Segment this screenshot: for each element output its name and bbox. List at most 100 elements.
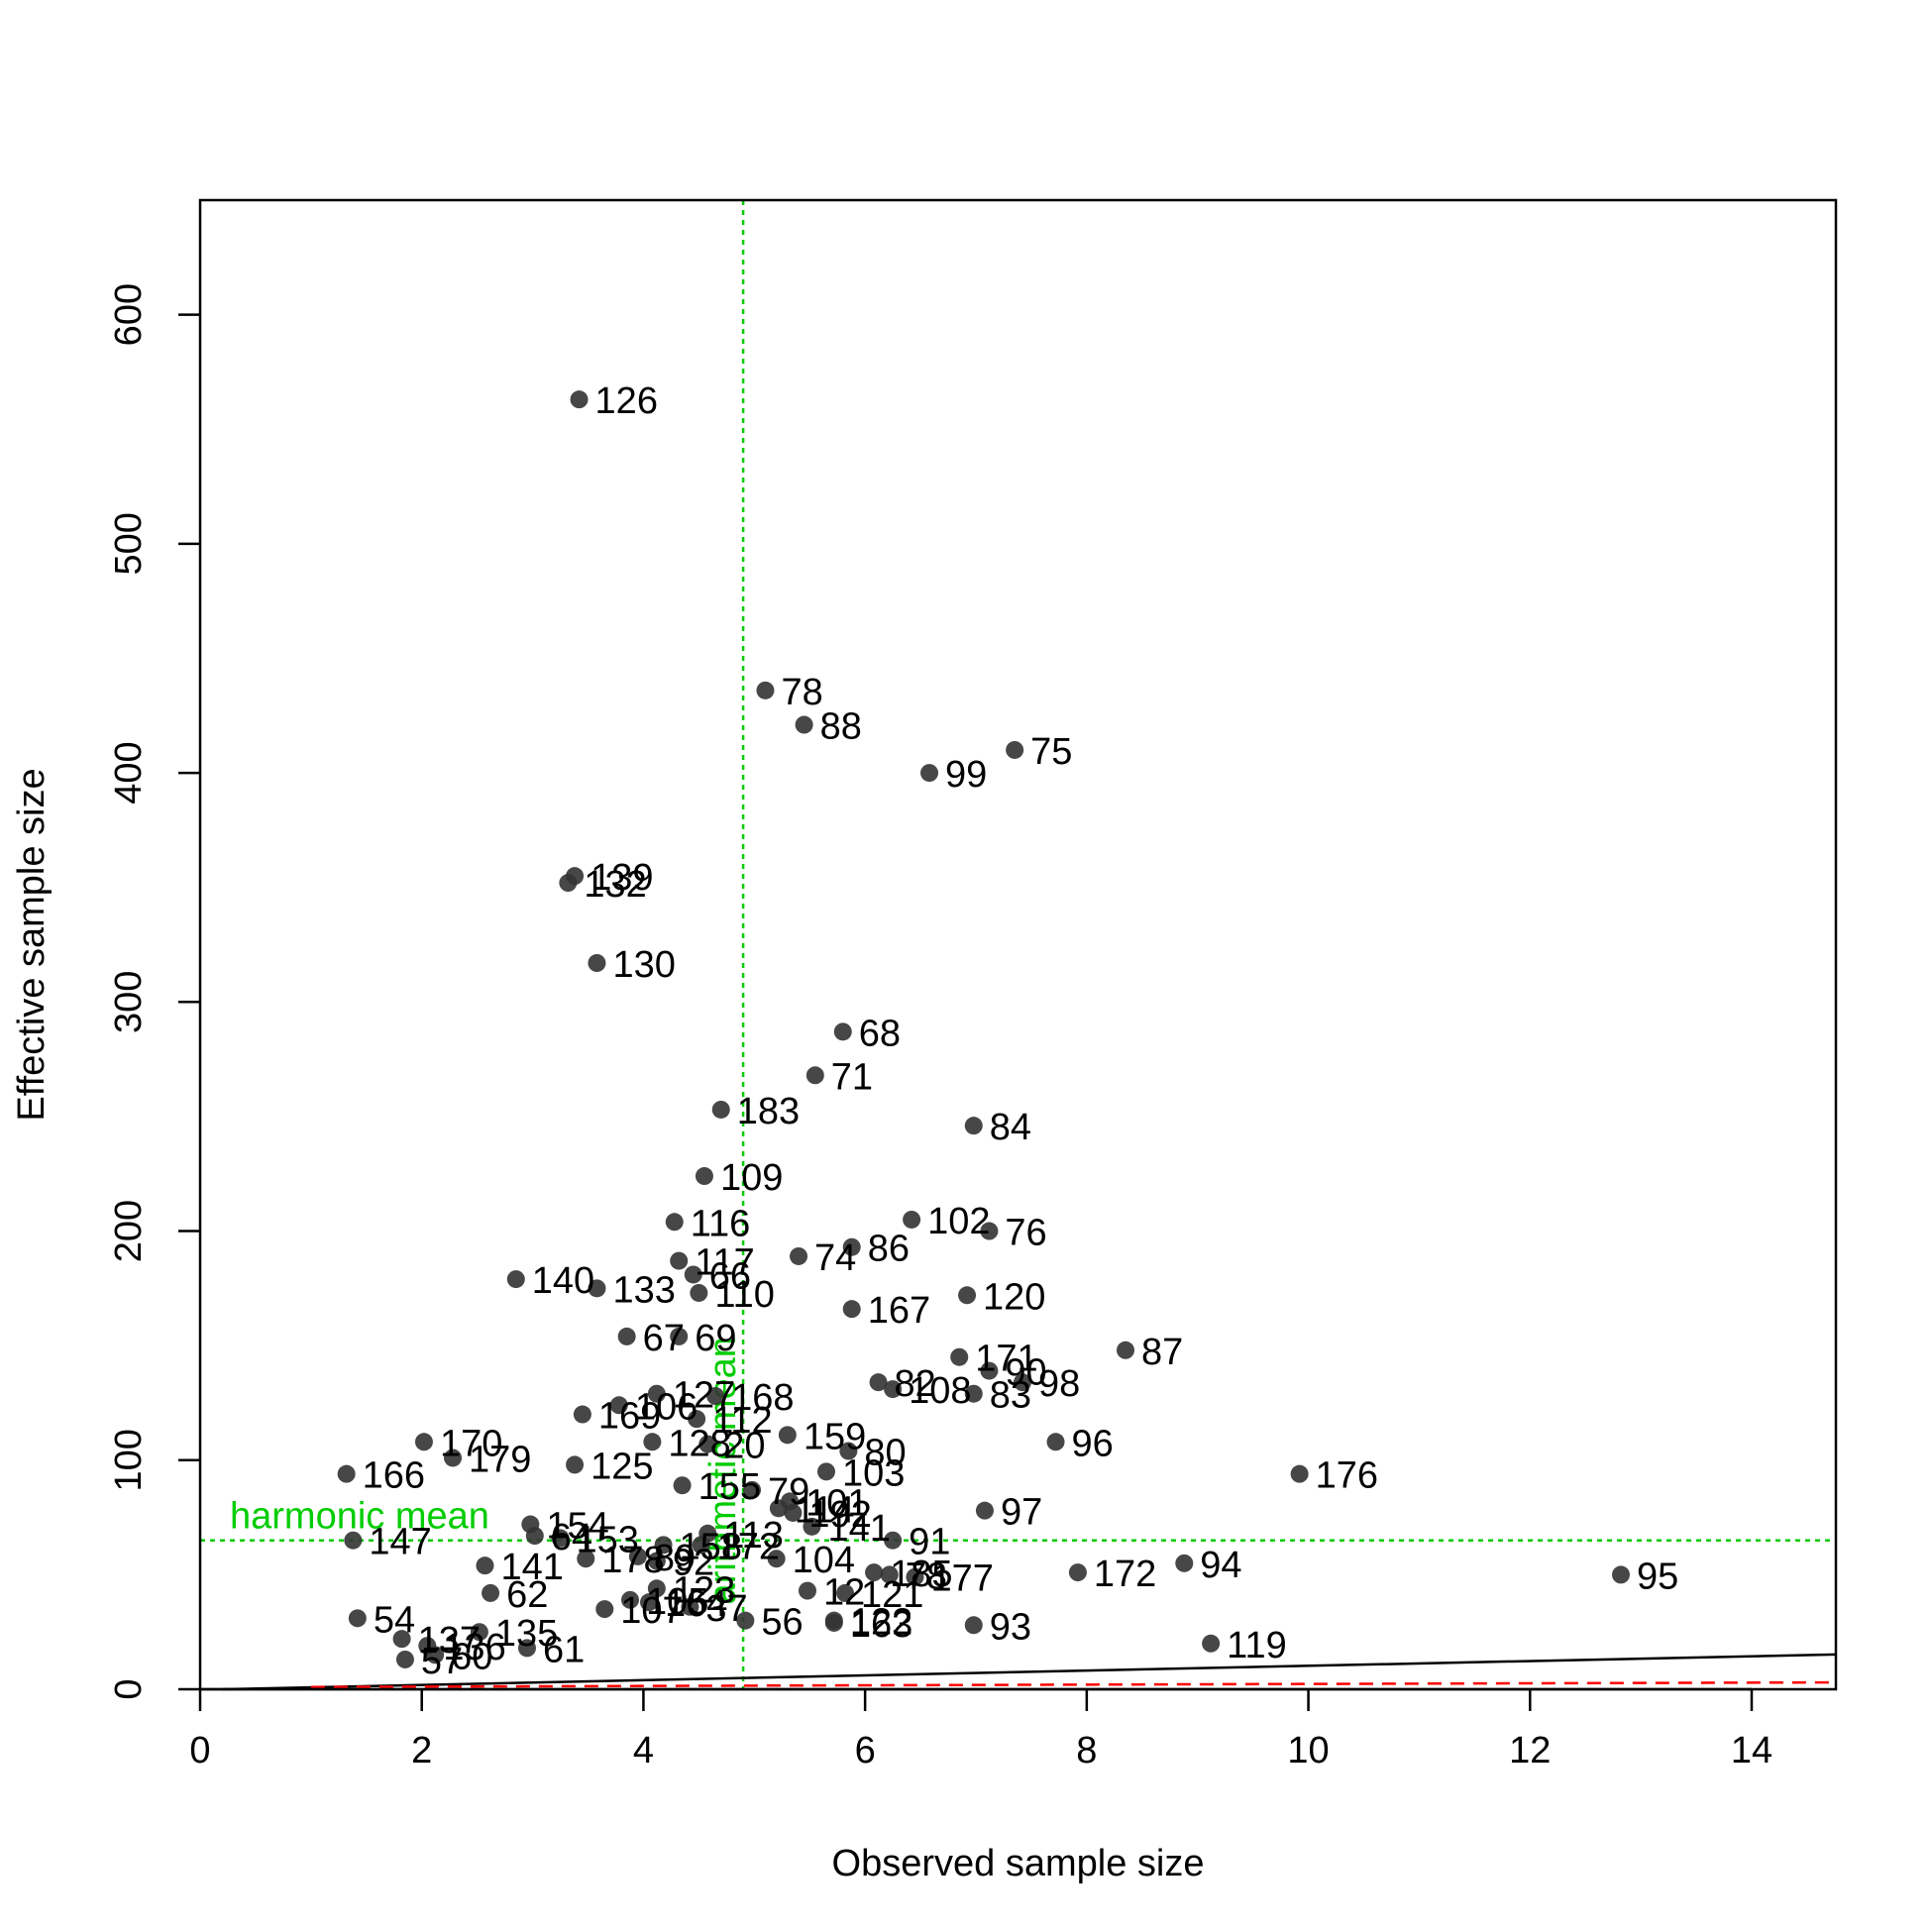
point-label: 136 <box>443 1627 505 1668</box>
point-label: 37 <box>705 1588 747 1630</box>
data-point <box>570 390 589 409</box>
x-tick-label: 14 <box>1731 1730 1772 1771</box>
data-point <box>798 1581 816 1600</box>
data-point <box>869 1373 888 1392</box>
data-point <box>344 1531 363 1550</box>
point-label: 114 <box>795 1489 855 1531</box>
y-axis-title: Effective sample size <box>11 768 53 1121</box>
point-label: 117 <box>695 1242 755 1284</box>
data-point <box>1117 1341 1135 1359</box>
data-point <box>795 715 813 734</box>
data-point <box>980 1222 999 1240</box>
y-tick-label: 100 <box>108 1429 150 1491</box>
y-tick-label: 400 <box>108 741 150 804</box>
point-label: 89 <box>654 1538 696 1579</box>
point-label: 133 <box>612 1269 675 1311</box>
point-label: 137 <box>418 1620 481 1662</box>
point-label: 62 <box>506 1574 548 1616</box>
data-point <box>1202 1634 1221 1653</box>
data-point <box>647 1579 666 1598</box>
point-label: 82 <box>895 1363 936 1405</box>
red-dashed-line <box>310 1680 1837 1688</box>
point-label: 101 <box>805 1482 868 1524</box>
point-label: 135 <box>495 1613 558 1655</box>
point-label: 56 <box>761 1602 803 1644</box>
point-label: 97 <box>1001 1492 1042 1534</box>
data-point <box>525 1527 544 1546</box>
point-label: 76 <box>1005 1213 1046 1254</box>
data-point <box>903 1210 921 1229</box>
point-label: 94 <box>1200 1545 1241 1586</box>
data-point <box>551 1529 570 1548</box>
point-label: 109 <box>720 1157 783 1199</box>
data-point <box>698 1435 717 1453</box>
point-label: 171 <box>975 1339 1037 1380</box>
data-point <box>784 1503 803 1522</box>
data-point <box>566 1455 585 1474</box>
y-tick-label: 200 <box>108 1200 150 1262</box>
point-label: 60 <box>451 1636 492 1677</box>
data-point <box>842 1300 861 1319</box>
point-label: 98 <box>1038 1363 1080 1405</box>
point-label: 90 <box>1005 1352 1046 1394</box>
data-point <box>392 1630 411 1649</box>
point-label: 185 <box>890 1554 952 1595</box>
data-point <box>426 1646 445 1664</box>
data-point <box>609 1396 628 1415</box>
data-point <box>577 1550 595 1568</box>
data-point <box>880 1565 899 1584</box>
point-label: 141 <box>500 1547 563 1588</box>
point-label: 20 <box>723 1426 765 1467</box>
data-point <box>1290 1464 1309 1483</box>
point-label: 132 <box>584 864 646 906</box>
trend-lines-layer <box>222 1653 1837 1691</box>
y-tick-label: 0 <box>108 1678 150 1699</box>
x-tick-label: 12 <box>1509 1730 1551 1771</box>
y-tick-label: 500 <box>108 512 150 575</box>
point-label: 126 <box>595 380 658 422</box>
point-label: 86 <box>868 1229 910 1270</box>
data-point <box>517 1639 536 1658</box>
point-label: 68 <box>859 1013 901 1054</box>
point-label: 12 <box>823 1572 865 1614</box>
data-point <box>964 1616 983 1635</box>
point-label: 67 <box>643 1318 685 1359</box>
harmonic-mean-label: harmonic mean <box>230 1496 489 1538</box>
point-label: 123 <box>673 1569 735 1611</box>
data-point <box>670 1327 689 1345</box>
data-point <box>958 1286 977 1305</box>
point-label: 155 <box>698 1466 761 1508</box>
data-point <box>476 1556 494 1575</box>
data-point <box>695 1167 713 1186</box>
point-label: 127 <box>673 1375 735 1417</box>
data-points-layer <box>337 390 1630 1668</box>
data-point <box>688 1410 706 1429</box>
black-solid-line <box>222 1653 1837 1691</box>
point-label: 130 <box>612 944 675 986</box>
point-label: 154 <box>546 1506 608 1548</box>
point-label: 121 <box>861 1574 923 1616</box>
point-label: 54 <box>374 1599 415 1641</box>
y-tick-label: 300 <box>108 971 150 1033</box>
data-point <box>964 1117 983 1135</box>
point-label: 183 <box>737 1091 800 1132</box>
data-point <box>980 1361 999 1380</box>
point-label: 172 <box>717 1526 780 1567</box>
data-point <box>673 1476 692 1495</box>
point-label: 139 <box>590 857 653 899</box>
data-point <box>824 1611 843 1630</box>
data-point <box>803 1517 821 1536</box>
data-point <box>628 1547 647 1565</box>
x-tick-label: 4 <box>633 1730 654 1771</box>
data-point <box>920 764 939 783</box>
point-label: 103 <box>842 1452 905 1494</box>
data-point <box>670 1251 689 1270</box>
data-point <box>395 1650 414 1668</box>
x-tick-label: 10 <box>1287 1730 1329 1771</box>
data-point <box>950 1347 969 1366</box>
data-point <box>654 1536 673 1555</box>
data-point <box>506 1270 525 1289</box>
data-point <box>617 1327 636 1345</box>
